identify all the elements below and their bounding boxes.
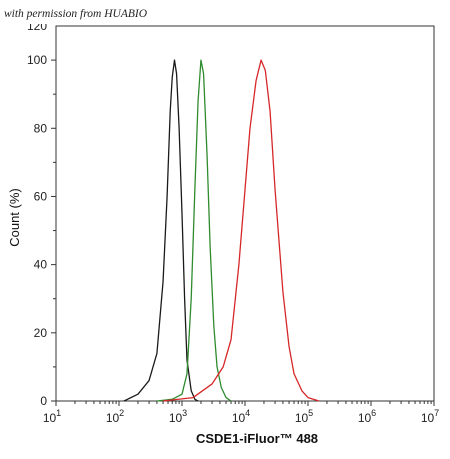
x-axis-title: CSDE1-iFluor™ 488 [196, 431, 318, 446]
x-tick-label: 105 [295, 408, 313, 425]
histogram-line-green [156, 59, 232, 402]
plot-frame [55, 25, 435, 402]
y-tick-label: 40 [34, 258, 48, 272]
watermark-text: with permission from HUABIO [4, 8, 148, 20]
x-tick-label: 107 [421, 408, 439, 425]
x-tick-label: 102 [106, 408, 124, 425]
axes-group [51, 25, 435, 406]
x-tick-label: 101 [43, 408, 61, 425]
y-tick-label: 0 [40, 394, 47, 408]
y-tick-label: 60 [34, 189, 48, 203]
histogram-line-red [162, 59, 320, 402]
histogram-line-black [123, 59, 199, 402]
labels-group: 101 102 103 104 105 106 107 0 20 40 60 80 100 120 CSDE… [7, 19, 439, 446]
y-tick-label: 100 [27, 53, 47, 67]
y-tick-label: 20 [34, 326, 48, 340]
y-tick-label: 80 [34, 121, 48, 135]
x-tick-label: 106 [358, 408, 376, 425]
y-axis-title: Count (%) [7, 188, 22, 247]
x-tick-label: 104 [232, 408, 250, 425]
series-group [123, 59, 320, 402]
y-tick-label-top-partial: 120 [27, 19, 47, 33]
x-tick-label: 103 [169, 408, 187, 425]
